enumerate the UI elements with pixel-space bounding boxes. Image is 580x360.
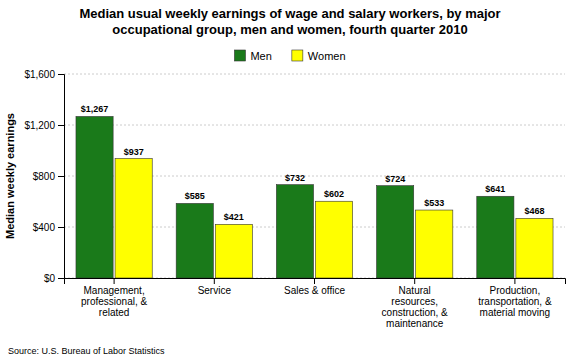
text-line: material moving <box>480 307 551 318</box>
y-tick: $1,600 <box>24 69 64 80</box>
source: Source: U.S. Bureau of Labor Statistics <box>8 346 165 356</box>
grid-line <box>64 74 565 75</box>
bar <box>76 116 113 278</box>
data-label: $585 <box>185 191 205 201</box>
data-labels: $1,267 $585 $732 $724 $641 $937 $421 $602 $533 $4… <box>81 104 545 222</box>
bar <box>115 159 152 278</box>
bar <box>276 185 313 278</box>
x-tick-label: Service <box>198 285 232 296</box>
y-tick: $800 <box>33 171 64 182</box>
text-line: Sales & office <box>284 285 345 296</box>
y-tick-mark <box>58 125 64 126</box>
data-label: $724 <box>385 174 405 184</box>
data-label: $421 <box>224 212 244 222</box>
legend-swatch <box>292 50 303 61</box>
bar <box>215 224 252 278</box>
data-label: $533 <box>424 198 444 208</box>
x-tick-mark <box>314 278 315 284</box>
data-label: $1,267 <box>81 104 109 114</box>
data-label: $602 <box>324 189 344 199</box>
y-tick: $0 <box>44 273 64 284</box>
bar <box>477 196 514 278</box>
y-axis-title: Median weekly earnings <box>4 113 16 239</box>
y-tick-mark <box>58 278 64 279</box>
text-line: maintenance <box>386 318 444 329</box>
x-tick-label: Production,transportation, &material mov… <box>478 285 552 318</box>
text-line: construction, & <box>382 307 448 318</box>
bar <box>516 218 553 278</box>
bars <box>76 116 553 278</box>
text-line: Natural <box>399 285 431 296</box>
legend-item: Women <box>292 50 346 62</box>
x-axis-line <box>65 279 566 285</box>
text-line: Service <box>198 285 232 296</box>
x-tick: Production,transportation, &material mov… <box>478 278 552 318</box>
x-tick-label: Sales & office <box>284 285 345 296</box>
legend-swatch <box>234 50 245 61</box>
y-tick-mark <box>58 176 64 177</box>
bar <box>315 201 352 278</box>
text-line: transportation, & <box>478 296 552 307</box>
text-line: Median usual weekly earnings of wage and… <box>79 6 500 21</box>
data-label: $937 <box>124 147 144 157</box>
text-line: occupational group, men and women, fourt… <box>112 22 467 37</box>
x-tick-mark <box>514 278 515 284</box>
y-tick-label: $400 <box>33 222 56 233</box>
data-label: $468 <box>524 206 544 216</box>
y-tick-label: $800 <box>33 171 56 182</box>
x-tick-mark <box>214 278 215 284</box>
y-tick-label: $0 <box>44 273 56 284</box>
y-axis-line <box>58 75 65 279</box>
y-tick-label: $1,600 <box>24 69 55 80</box>
title: Median usual weekly earnings of wage and… <box>79 6 500 37</box>
data-label: $641 <box>485 184 505 194</box>
y-tick-mark <box>58 74 64 75</box>
text-line: professional, & <box>81 296 147 307</box>
grid-line <box>64 125 565 126</box>
x-tick-label: Naturalresources,construction, &maintena… <box>382 285 448 329</box>
legend-label: Women <box>308 50 346 62</box>
y-tick: $1,200 <box>24 120 64 131</box>
bar <box>416 210 453 278</box>
y-tick-label: $1,200 <box>24 120 55 131</box>
legend-item: Men <box>234 50 271 62</box>
text-line: related <box>99 307 130 318</box>
data-label: $732 <box>285 173 305 183</box>
y-tick-mark <box>58 227 64 228</box>
x-tick: Management,professional, &related <box>81 278 147 318</box>
x-tick: Service <box>198 278 232 296</box>
x-tick-label: Management,professional, &related <box>81 285 147 318</box>
x-tick-mark <box>414 278 415 284</box>
legend-label: Men <box>250 50 271 62</box>
x-tick-mark <box>114 278 115 284</box>
bar <box>176 203 213 278</box>
grid <box>64 74 565 278</box>
y-axis: $0 $400 $800 $1,200 $1,600 <box>24 69 64 284</box>
legend: Men Women <box>234 50 345 62</box>
text-line: Production, <box>490 285 541 296</box>
x-tick: Sales & office <box>284 278 345 296</box>
text-line: Management, <box>84 285 145 296</box>
x-axis: Management,professional, &related Service… <box>65 278 566 329</box>
x-tick: Naturalresources,construction, &maintena… <box>382 278 448 329</box>
bar <box>377 186 414 278</box>
text-line: resources, <box>391 296 438 307</box>
y-tick: $400 <box>33 222 64 233</box>
chart: Median usual weekly earnings of wage and… <box>0 0 580 360</box>
